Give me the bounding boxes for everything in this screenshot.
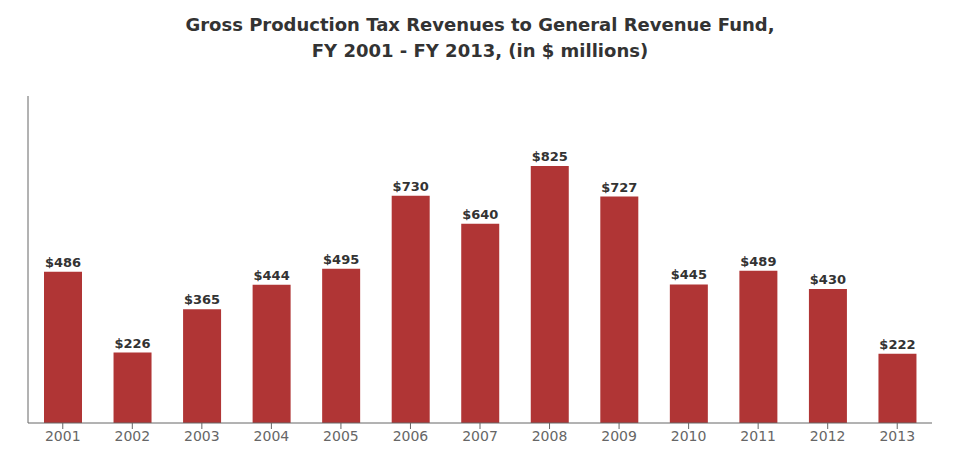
svg-text:2004: 2004: [254, 428, 290, 444]
svg-text:$825: $825: [532, 149, 568, 164]
svg-text:$489: $489: [740, 254, 776, 269]
svg-text:$640: $640: [462, 207, 498, 222]
svg-text:$445: $445: [671, 267, 707, 282]
svg-text:$444: $444: [254, 268, 290, 283]
svg-text:$365: $365: [184, 292, 220, 307]
svg-text:2002: 2002: [114, 428, 150, 444]
svg-text:2011: 2011: [740, 428, 776, 444]
svg-text:2003: 2003: [184, 428, 220, 444]
svg-text:2012: 2012: [810, 428, 846, 444]
html-text:Gross Production Tax Revenues: Gross Production Tax Revenues to General…: [185, 14, 775, 35]
svg-text:2009: 2009: [601, 428, 637, 444]
svg-text:$486: $486: [45, 255, 81, 270]
svg-text:$495: $495: [323, 252, 359, 267]
svg-text:2005: 2005: [323, 428, 359, 444]
svg-text:$222: $222: [879, 337, 915, 352]
svg-text:2010: 2010: [671, 428, 707, 444]
svg-text:$727: $727: [601, 180, 637, 195]
svg-text:2008: 2008: [532, 428, 568, 444]
svg-text:2006: 2006: [393, 428, 429, 444]
svg-text:$730: $730: [393, 179, 429, 194]
svg-text:2013: 2013: [879, 428, 915, 444]
svg-text:2001: 2001: [45, 428, 81, 444]
svg-text:$430: $430: [810, 272, 846, 287]
svg-text:2007: 2007: [462, 428, 498, 444]
html-text:FY 2001 - FY 2013, (in $ milli: FY 2001 - FY 2013, (in $ millions): [311, 40, 649, 61]
svg-text:$226: $226: [114, 336, 150, 351]
